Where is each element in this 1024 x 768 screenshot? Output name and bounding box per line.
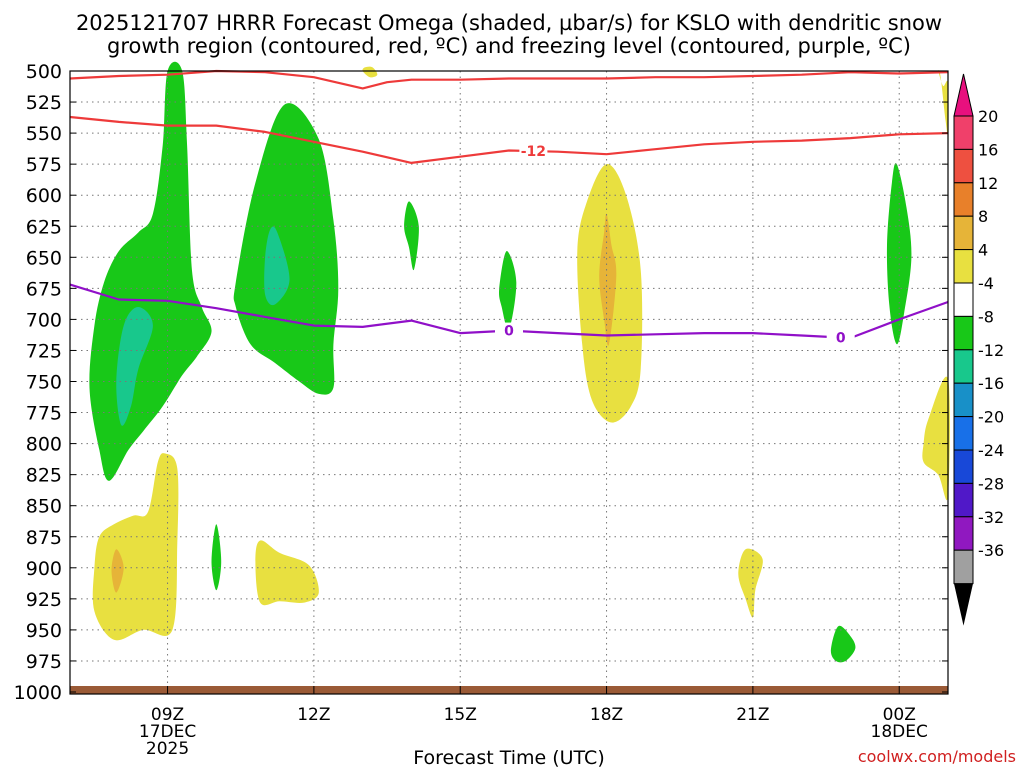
plot-frame bbox=[69, 70, 949, 695]
omega-region-15 bbox=[362, 66, 378, 78]
dendritic-contour-label-bg bbox=[519, 143, 548, 159]
y-tick-label: 900 bbox=[26, 558, 62, 580]
x-tick-label: 21Z bbox=[736, 705, 769, 725]
gridlines bbox=[70, 71, 948, 692]
dendritic-contour-label: -12 bbox=[521, 144, 546, 160]
y-tick-label: 575 bbox=[26, 154, 62, 176]
y-axis: 500 525 550 575 600 625 650 675 700 725 750 775 800 8… bbox=[14, 61, 948, 704]
colorbar-swatch bbox=[953, 182, 974, 217]
colorbar-swatch bbox=[953, 215, 974, 251]
y-tick-label: 775 bbox=[26, 403, 62, 425]
dendritic-upper-contour bbox=[69, 69, 949, 90]
colorbar-label: -28 bbox=[978, 474, 1004, 493]
chart-title-line-2: growth region (contoured, red, ºC) and f… bbox=[107, 34, 911, 58]
y-tick-label: 675 bbox=[26, 278, 62, 300]
omega-region-12 bbox=[111, 549, 124, 593]
colorbar-swatch bbox=[953, 416, 974, 451]
freezing-contour-label-1: 0 bbox=[504, 324, 514, 340]
y-tick-label: 725 bbox=[26, 340, 62, 362]
y-tick-label: 850 bbox=[26, 496, 62, 518]
colorbar-bottom-arrow bbox=[954, 583, 973, 626]
x-year-label: 2025 bbox=[146, 739, 189, 759]
y-tick-label: 825 bbox=[26, 465, 62, 487]
omega-region-1 bbox=[116, 307, 153, 426]
colorbar: 20 16 12 8 4 -4 -8 -12 -16 -20 -24 -28 -32 -36 bbox=[953, 73, 1004, 626]
x-tick-label: 15Z bbox=[444, 705, 477, 725]
y-tick-label: 950 bbox=[26, 620, 62, 642]
y-tick-label: 875 bbox=[26, 527, 62, 549]
y-tick-label: 650 bbox=[26, 247, 62, 269]
chart-title-line-1: 2025121707 HRRR Forecast Omega (shaded, … bbox=[76, 11, 942, 35]
colorbar-swatch bbox=[953, 115, 974, 150]
colorbar-swatch bbox=[953, 449, 974, 484]
colorbar-swatch bbox=[953, 382, 974, 418]
y-tick-label: 550 bbox=[26, 123, 62, 145]
colorbar-swatch bbox=[953, 148, 974, 184]
colorbar-label: -32 bbox=[978, 508, 1004, 527]
colorbar-top-arrow bbox=[953, 73, 974, 117]
colorbar-label: -36 bbox=[978, 541, 1004, 560]
colorbar-swatch bbox=[953, 249, 974, 284]
y-tick-label: 525 bbox=[26, 92, 62, 114]
colorbar-swatch bbox=[953, 549, 974, 585]
colorbar-label: 20 bbox=[978, 107, 998, 126]
colorbar-label: -24 bbox=[978, 441, 1004, 460]
y-tick-label: 800 bbox=[26, 434, 62, 456]
omega-region-7 bbox=[211, 524, 222, 591]
omega-region-16 bbox=[938, 70, 949, 136]
colorbar-label: -12 bbox=[978, 341, 1004, 360]
omega-shading-layer bbox=[89, 61, 950, 663]
omega-region-11 bbox=[92, 453, 179, 641]
y-tick-label: 700 bbox=[26, 309, 62, 331]
x-date-label: 17DEC bbox=[139, 722, 196, 742]
x-tick-label: 18Z bbox=[590, 705, 623, 725]
x-tick-label: 12Z bbox=[297, 705, 330, 725]
y-tick-label: 925 bbox=[26, 589, 62, 611]
colorbar-label: 12 bbox=[978, 174, 998, 193]
omega-region-4 bbox=[404, 201, 419, 271]
y-tick-label: 975 bbox=[26, 651, 62, 673]
freezing-contour-label-1-bg bbox=[495, 322, 523, 338]
colorbar-label: 8 bbox=[978, 207, 988, 226]
freezing-contour-label-2: 0 bbox=[836, 331, 846, 347]
colorbar-label: -4 bbox=[978, 274, 994, 293]
colorbar-swatch bbox=[953, 349, 974, 384]
omega-region-17 bbox=[922, 376, 950, 501]
colorbar-swatch bbox=[953, 282, 974, 317]
omega-region-8 bbox=[830, 625, 856, 663]
x-tick-label: 00Z bbox=[883, 705, 916, 725]
x-tick-label: 09Z bbox=[151, 705, 184, 725]
omega-region-3 bbox=[264, 226, 290, 306]
colorbar-label: -8 bbox=[978, 307, 994, 326]
colorbar-swatch bbox=[953, 516, 974, 551]
colorbar-label: -16 bbox=[978, 374, 1004, 393]
y-tick-label: 625 bbox=[26, 216, 62, 238]
y-tick-label: 600 bbox=[26, 185, 62, 207]
y-tick-label: 750 bbox=[26, 372, 62, 394]
omega-region-10 bbox=[599, 213, 617, 346]
y-tick-label: 500 bbox=[26, 61, 62, 83]
credit-link[interactable]: coolwx.com/models bbox=[858, 747, 1016, 766]
x-axis-label: Forecast Time (UTC) bbox=[413, 747, 604, 768]
colorbar-label: 16 bbox=[978, 140, 998, 159]
colorbar-label: -20 bbox=[978, 408, 1004, 427]
omega-region-5 bbox=[498, 251, 517, 330]
omega-region-13 bbox=[255, 540, 319, 606]
omega-region-14 bbox=[738, 548, 763, 618]
ground-strip bbox=[70, 686, 948, 694]
omega-region-2 bbox=[233, 103, 339, 395]
y-tick-label: 1000 bbox=[14, 682, 62, 704]
colorbar-swatch bbox=[953, 315, 974, 351]
colorbar-label: 4 bbox=[978, 241, 988, 260]
dendritic-lower-contour bbox=[69, 115, 949, 164]
x-date-label: 18DEC bbox=[871, 722, 928, 742]
freezing-contour-label-2-bg bbox=[826, 329, 855, 345]
colorbar-swatch bbox=[953, 482, 974, 518]
